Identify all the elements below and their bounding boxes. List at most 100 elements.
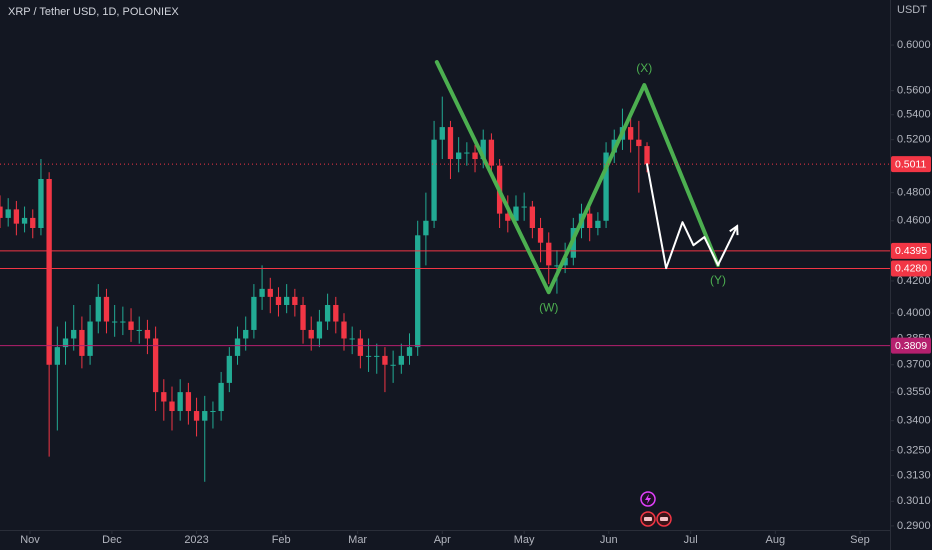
candle-body [103,296,110,322]
y-tick-label: 0.4200 [897,275,931,287]
y-tick-label: 0.3550 [897,386,931,398]
x-tick-label: Jul [684,534,698,546]
candle-body [357,338,364,356]
candle-body [398,355,404,365]
candle-body [120,321,126,323]
level-price-label: 0.3809 [895,340,927,352]
candle-body [177,392,183,412]
candle-body [112,321,118,323]
candle-body [439,127,445,140]
candle-body [562,257,568,266]
y-axis-label: USDT [897,4,927,16]
candle-body [603,152,609,221]
candle-body [390,364,396,366]
candle-body [537,228,544,243]
y-tick-label: 0.3130 [897,469,931,481]
level-price-label: 0.4280 [895,263,927,275]
candle-body [521,206,527,208]
x-tick-label: Mar [348,534,367,546]
y-tick-label: 0.3400 [897,415,931,427]
icon-glyph [660,517,668,521]
candle-body [627,127,634,140]
candle-body [505,213,511,221]
x-tick-label: Dec [102,534,122,546]
y-tick-label: 0.4000 [897,307,931,319]
candle-body [488,139,495,166]
y-tick-label: 0.3010 [897,495,931,507]
x-tick-label: 2023 [184,534,208,546]
plot-area: (X) (W) (Y) [0,60,890,482]
wave-label: (Y) [710,273,726,287]
candle-body [30,217,36,229]
x-tick-label: Sep [850,534,870,546]
y-tick-label: 0.4600 [897,215,931,227]
candle-body [292,296,298,305]
candle-body [423,220,429,236]
candle-body [333,304,339,322]
wave-drawing [646,163,739,270]
candle-body [341,321,347,339]
candle-body [595,220,601,229]
candle-body [415,235,421,348]
level-price-label: 0.4395 [895,245,927,257]
candle-body [161,392,167,402]
last-price-label-box [891,156,931,173]
candle-body [259,288,265,297]
candle-body [62,338,69,348]
candle-body [480,139,486,160]
candle-body [243,329,249,339]
wave-label: (X) [636,61,652,75]
y-tick-label: 0.2900 [897,520,931,532]
y-tick-label: 0.4800 [897,187,931,199]
wave-drawing [434,60,721,295]
candle-body [464,152,470,154]
candle-body [374,355,380,357]
candle-body [234,338,241,356]
candle-body [210,411,216,413]
level-price-label-box [891,337,931,354]
candle-body [431,139,437,221]
wave-label: (W) [539,300,558,314]
candle-body [349,338,355,340]
candle-body [283,296,290,305]
candle-body [46,178,52,365]
last-price-label: 0.5011 [895,158,926,170]
chart-title: XRP / Tether USD, 1D, POLONIEX [8,6,179,18]
candle-body [529,206,536,229]
candle-body [218,382,224,412]
candle-body [472,152,478,160]
candle-body [546,242,552,266]
candle-body [455,152,462,160]
candle-body [144,329,151,339]
candle-body [38,178,44,229]
candle-body [447,127,454,160]
level-price-label-box [891,260,931,277]
event-icons[interactable] [640,491,672,527]
candle-body [324,304,331,322]
level-price-label-box [891,242,931,259]
y-tick-label: 0.3700 [897,359,931,371]
candle-body [226,355,232,383]
candle-body [513,206,519,221]
y-tick-label: 0.5600 [897,85,931,97]
x-tick-label: Feb [272,534,291,546]
icon-glyph [644,517,652,521]
candle-body [587,213,593,229]
candle-body [406,347,413,356]
x-tick-label: Aug [766,534,786,546]
x-tick-label: Jun [600,534,618,546]
candle-body [21,217,28,224]
candle-body [300,304,306,330]
candle-body [382,355,388,365]
candle-body [251,296,257,330]
x-tick-label: May [514,534,535,546]
candle-body [169,401,175,412]
candle-body [128,321,134,330]
candle-body [54,347,60,365]
candle-body [79,329,85,356]
arrow-head [729,224,739,236]
candle-body [267,288,273,297]
candle-body [13,209,20,224]
